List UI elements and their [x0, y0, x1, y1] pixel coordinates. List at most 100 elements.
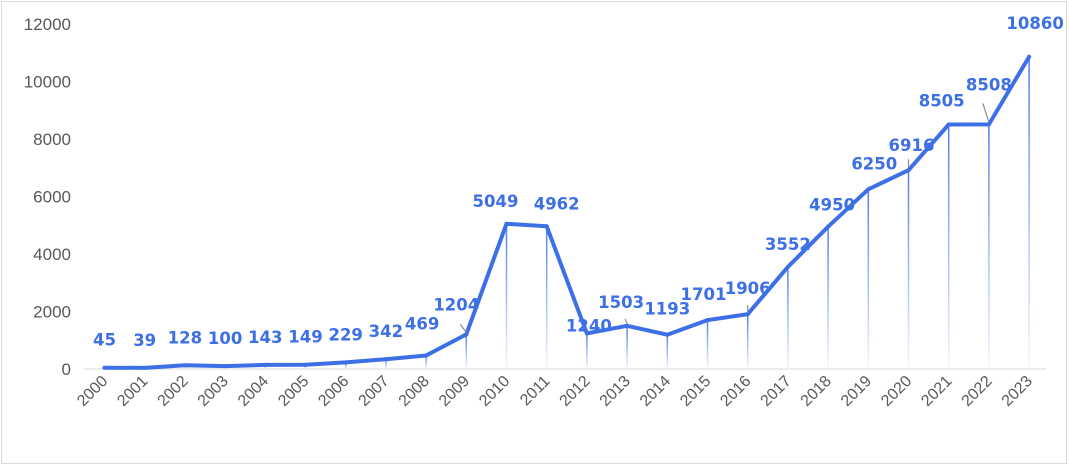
drop-line	[586, 333, 588, 369]
drop-line	[344, 362, 347, 369]
x-tick-label: 2007	[356, 373, 393, 410]
data-label: 1701	[681, 285, 727, 304]
data-point	[705, 318, 710, 323]
x-tick-label: 2023	[999, 373, 1036, 410]
data-point	[182, 363, 187, 368]
x-tick-label: 2004	[235, 373, 272, 410]
data-point	[544, 224, 549, 229]
data-point	[785, 264, 790, 269]
data-label: 1204	[433, 295, 479, 314]
y-tick-label: 4000	[33, 245, 71, 264]
y-tick-label: 8000	[33, 130, 71, 149]
data-label: 5049	[473, 192, 519, 211]
x-tick-label: 2008	[396, 373, 433, 410]
x-tick-label: 2020	[878, 373, 915, 410]
x-tick-label: 2010	[476, 373, 513, 410]
drop-line	[1028, 56, 1030, 370]
data-point	[866, 187, 871, 192]
data-point	[223, 364, 228, 369]
y-tick-label: 12000	[24, 15, 71, 34]
data-label: 1906	[725, 279, 771, 298]
data-point	[464, 332, 469, 337]
x-tick-label: 2012	[557, 373, 594, 410]
drop-line	[425, 355, 427, 369]
data-label: 100	[208, 329, 242, 348]
x-tick-label: 2022	[959, 373, 996, 410]
data-label: 342	[369, 322, 403, 341]
x-tick-label: 2006	[315, 373, 352, 410]
data-point	[504, 221, 509, 226]
data-point	[383, 357, 388, 362]
x-tick-label: 2009	[436, 373, 473, 410]
x-tick-label: 2017	[758, 373, 795, 410]
data-point	[946, 122, 951, 127]
data-label: 6916	[889, 136, 935, 155]
data-label: 39	[133, 331, 156, 350]
drop-line	[867, 189, 870, 369]
drop-line	[465, 334, 468, 369]
x-tick-label: 2005	[275, 373, 312, 410]
data-point	[142, 365, 147, 370]
drop-line	[787, 266, 789, 369]
drop-line	[947, 124, 950, 369]
y-tick-label: 10000	[24, 73, 71, 92]
x-tick-label: 2001	[114, 373, 151, 410]
x-tick-label: 2000	[74, 373, 111, 410]
data-label: 45	[93, 331, 116, 350]
data-label: 8508	[966, 75, 1012, 94]
data-point	[584, 331, 589, 336]
x-tick-label: 2014	[637, 373, 674, 410]
data-label: 149	[288, 328, 322, 347]
data-point	[625, 323, 630, 328]
drop-line	[746, 314, 749, 369]
data-label: 1193	[644, 300, 690, 319]
data-point	[745, 312, 750, 317]
data-label: 1240	[566, 316, 612, 335]
drop-line	[626, 325, 628, 369]
data-label: 4950	[809, 196, 855, 215]
x-tick-label: 2015	[677, 373, 714, 410]
data-label: 3552	[765, 235, 811, 254]
y-tick-label: 6000	[33, 188, 71, 207]
data-label: 10860	[1006, 14, 1063, 33]
drop-line	[304, 364, 307, 369]
data-point	[986, 122, 991, 127]
y-tick-label: 0	[62, 360, 71, 379]
x-tick-label: 2013	[597, 373, 634, 410]
label-leader-line	[624, 318, 628, 325]
drop-line	[505, 223, 508, 369]
label-leader-line	[982, 103, 990, 123]
data-label: 229	[328, 325, 362, 344]
y-tick-label: 2000	[33, 303, 71, 322]
data-point	[102, 365, 107, 370]
x-tick-label: 2019	[838, 373, 875, 410]
x-tick-label: 2002	[155, 373, 192, 410]
data-point	[665, 332, 670, 337]
data-label: 8505	[919, 91, 965, 110]
data-point	[906, 168, 911, 173]
x-tick-label: 2016	[717, 373, 754, 410]
drop-line	[385, 359, 387, 369]
x-tick-label: 2003	[195, 373, 232, 410]
drop-line	[988, 124, 990, 370]
x-tick-label: 2018	[798, 373, 835, 410]
data-label: 4962	[534, 194, 580, 213]
drop-line	[827, 226, 829, 369]
data-point	[343, 360, 348, 365]
x-tick-label: 2011	[517, 373, 553, 409]
data-point	[1027, 54, 1032, 59]
data-label: 143	[248, 328, 282, 347]
data-point	[826, 224, 831, 229]
data-label: 128	[168, 328, 202, 347]
data-point	[424, 353, 429, 358]
data-label: 6250	[851, 154, 897, 173]
data-point	[263, 362, 268, 367]
data-label: 1503	[598, 293, 644, 312]
series-line	[102, 54, 1032, 370]
drop-line	[666, 334, 669, 369]
drop-line	[907, 170, 910, 369]
drop-line	[264, 364, 267, 369]
drop-line	[706, 320, 709, 369]
